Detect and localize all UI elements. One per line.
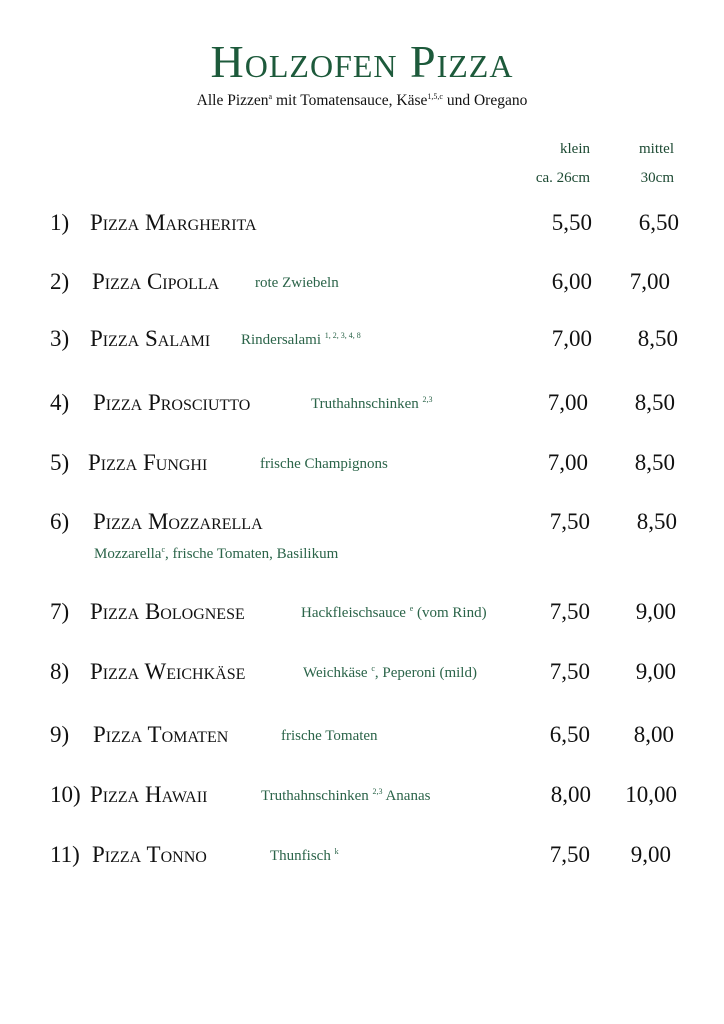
description-text: Truthahnschinken [261,788,373,804]
price-mittel: 8,50 [634,390,675,415]
menu-item: 8) Pizza Weichkäse Weichkäse c, Peperoni … [0,659,724,693]
price-klein: 6,00 [551,269,592,294]
menu-item: 10) Pizza Hawaii Truthahnschinken 2,3 Ana… [0,782,724,816]
footnote-marker: 2,3 [422,395,433,404]
item-number: 10) [50,782,81,807]
price-mittel: 7,00 [629,269,670,294]
footnote-marker: c [371,664,375,673]
price-klein: 8,00 [550,782,591,807]
item-description: frische Champignons [260,456,388,473]
description-text: Rindersalami [241,332,325,348]
column-header-mittel: mittel [639,141,674,157]
subtitle-text: Alle Pizzen [196,92,269,109]
price-mittel: 9,00 [635,599,676,624]
item-name: Pizza Cipolla [92,269,220,294]
item-name: Pizza Bolognese [90,599,245,624]
item-number: 4) [50,390,70,415]
menu-item: 5) Pizza Funghi frische Champignons 7,00 8… [0,450,724,484]
subtitle-text: und Oregano [442,92,528,109]
item-number: 8) [50,659,70,684]
description-text: (vom Rind) [413,605,487,621]
column-size-klein: ca. 26cm [535,170,590,186]
menu-item: 3) Pizza Salami Rindersalami 1, 2, 3, 4, … [0,326,724,360]
menu-item: 4) Pizza Prosciutto Truthahnschinken 2,3 7… [0,390,724,424]
price-klein: 7,00 [547,390,588,415]
menu-item: 7) Pizza Bolognese Hackfleischsauce e (vo… [0,599,724,633]
footnote-marker: k [334,847,339,856]
item-subdescription: Mozzarellac, frische Tomaten, Basilikum [94,546,338,563]
item-name: Pizza Margherita [90,210,257,235]
item-name: Pizza Hawaii [90,782,208,807]
description-text: Thunfisch [270,848,335,864]
item-description: Hackfleischsauce e (vom Rind) [301,605,487,622]
footnote-marker: 1,5,c [427,92,443,101]
item-description: rote Zwiebeln [255,275,339,292]
menu-title: Holzofen Pizza [210,36,514,87]
item-number: 2) [50,269,70,294]
price-klein: 7,50 [549,509,590,534]
price-klein: 7,50 [549,842,590,867]
item-description: Rindersalami 1, 2, 3, 4, 8 [241,332,361,349]
description-text: , frische Tomaten, Basilikum [165,546,339,562]
menu-item: 2) Pizza Cipolla rote Zwiebeln 6,00 7,00 [0,269,724,303]
menu-item: 1) Pizza Margherita 5,50 6,50 [0,210,724,244]
price-mittel: 9,00 [630,842,671,867]
description-text: frische Champignons [260,456,388,472]
description-text: Weichkäse [303,665,372,681]
description-text: frische Tomaten [281,728,378,744]
footnote-marker: e [409,604,414,613]
menu-item: 6) Pizza Mozzarella Mozzarellac, frische … [0,509,724,562]
price-mittel: 8,00 [633,722,674,747]
item-name: Pizza Salami [90,326,211,351]
item-name: Pizza Tomaten [93,722,229,747]
item-description: Truthahnschinken 2,3 [311,396,433,413]
item-number: 6) [50,509,70,534]
item-description: Weichkäse c, Peperoni (mild) [303,665,477,682]
item-number: 5) [50,450,70,475]
price-klein: 6,50 [549,722,590,747]
price-mittel: 9,00 [635,659,676,684]
column-header-klein: klein [560,141,590,157]
item-description: Truthahnschinken 2,3 Ananas [261,788,430,805]
price-klein: 7,50 [549,659,590,684]
price-mittel: 10,00 [625,782,677,807]
footnote-marker: a [268,92,273,101]
price-mittel: 8,50 [637,326,678,351]
item-name: Pizza Mozzarella [93,509,263,534]
item-number: 7) [50,599,70,624]
menu-item: 9) Pizza Tomaten frische Tomaten 6,50 8,00 [0,722,724,756]
price-mittel: 8,50 [634,450,675,475]
item-number: 9) [50,722,70,747]
column-size-mittel: 30cm [640,170,674,186]
item-name: Pizza Funghi [88,450,208,475]
description-text: Ananas [382,788,431,804]
description-text: Truthahnschinken [311,396,423,412]
item-description: Thunfisch k [270,848,339,865]
description-text: Hackfleischsauce [301,605,410,621]
price-klein: 7,00 [547,450,588,475]
menu-item: 11) Pizza Tonno Thunfisch k 7,50 9,00 [0,842,724,876]
item-description: frische Tomaten [281,728,378,745]
menu-subtitle: Alle Pizzena mit Tomatensauce, Käse1,5,c… [0,92,724,110]
item-number: 11) [50,842,80,867]
item-name: Pizza Weichkäse [90,659,246,684]
price-klein: 7,00 [551,326,592,351]
footnote-marker: 1, 2, 3, 4, 8 [324,331,361,340]
price-klein: 5,50 [551,210,592,235]
description-text: , Peperoni (mild) [374,665,477,681]
description-text: Mozzarella [94,546,162,562]
footnote-marker: 2,3 [372,787,383,796]
item-number: 1) [50,210,70,235]
price-klein: 7,50 [549,599,590,624]
item-name: Pizza Prosciutto [93,390,251,415]
subtitle-text: mit Tomatensauce, Käse [272,92,428,109]
item-name: Pizza Tonno [92,842,207,867]
price-mittel: 8,50 [636,509,677,534]
footnote-marker: c [161,545,166,554]
item-number: 3) [50,326,70,351]
price-mittel: 6,50 [638,210,679,235]
description-text: rote Zwiebeln [255,275,339,291]
